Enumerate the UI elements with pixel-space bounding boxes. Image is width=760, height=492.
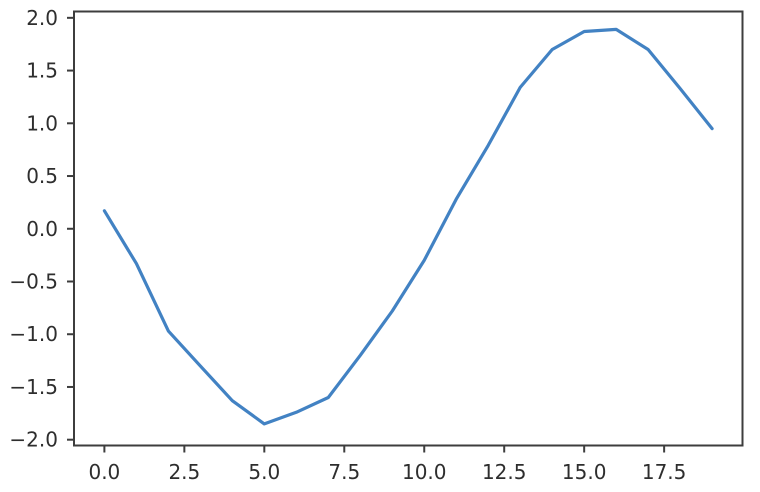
- x-tick-label: 0.0: [88, 460, 120, 484]
- x-tick-label: 12.5: [482, 460, 527, 484]
- y-tick-label: −1.0: [9, 322, 58, 346]
- x-tick-label: 5.0: [248, 460, 280, 484]
- x-tick-label: 2.5: [168, 460, 200, 484]
- x-tick-label: 7.5: [328, 460, 360, 484]
- y-tick-label: −0.5: [9, 269, 58, 293]
- x-tick-label: 10.0: [402, 460, 447, 484]
- y-tick-label: −1.5: [9, 375, 58, 399]
- series-line: [102, 27, 714, 426]
- y-tick-label: 1.0: [26, 111, 58, 135]
- x-tick-label: 17.5: [642, 460, 687, 484]
- axis-ticks: [67, 16, 666, 453]
- y-tick-label: 0.0: [26, 217, 58, 241]
- y-tick-label: 1.5: [26, 59, 58, 83]
- y-tick-label: −2.0: [9, 428, 58, 452]
- y-tick-label: 0.5: [26, 164, 58, 188]
- x-tick-label: 15.0: [562, 460, 607, 484]
- axis-tick-labels: 0.0 2.5 5.0 7.5 10.0 12.5 15.0 17.5 2.0 1.5 1.0 0.5…: [9, 6, 686, 484]
- plot-frame: [73, 10, 744, 447]
- y-tick-label: 2.0: [26, 6, 58, 30]
